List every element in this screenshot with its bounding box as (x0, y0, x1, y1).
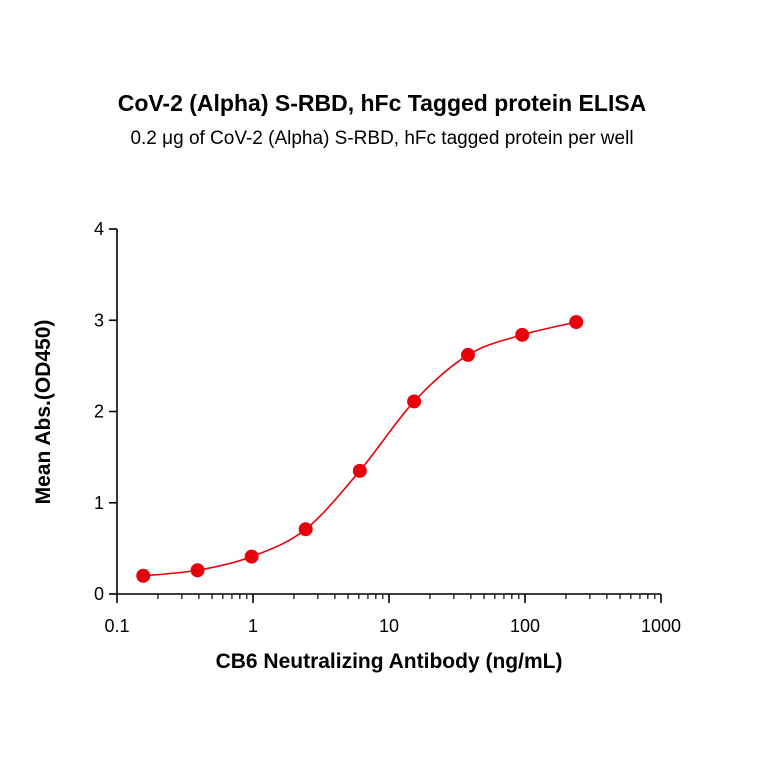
x-tick-label: 10 (379, 616, 399, 636)
chart-title: CoV-2 (Alpha) S-RBD, hFc Tagged protein … (117, 90, 647, 116)
y-tick-label: 2 (94, 402, 104, 422)
data-point (136, 568, 151, 583)
fit-curve (143, 321, 577, 577)
x-tick-label: 1000 (641, 616, 681, 636)
axes: 0 1 2 3 4 0.1 1 10 100 1000 (94, 219, 681, 636)
data-point (569, 315, 584, 330)
data-point (352, 463, 367, 478)
y-tick-label: 0 (94, 584, 104, 604)
data-point (190, 563, 205, 578)
data-point (461, 347, 476, 362)
data-points (136, 315, 584, 583)
x-tick-label: 0.1 (104, 616, 129, 636)
data-point (515, 327, 530, 342)
x-tick-label: 1 (248, 616, 258, 636)
x-tick-label: 100 (510, 616, 540, 636)
data-point (407, 394, 422, 409)
data-point (298, 522, 313, 537)
y-tick-label: 3 (94, 310, 104, 330)
y-axis-title: Mean Abs.(OD450) (32, 320, 55, 505)
y-tick-label: 4 (94, 219, 104, 239)
data-point (244, 549, 259, 564)
y-tick-label: 1 (94, 493, 104, 513)
chart-subtitle: 0.2 μg of CoV-2 (Alpha) S-RBD, hFc tagge… (130, 128, 634, 149)
x-axis-title: CB6 Neutralizing Antibody (ng/mL) (216, 650, 563, 673)
